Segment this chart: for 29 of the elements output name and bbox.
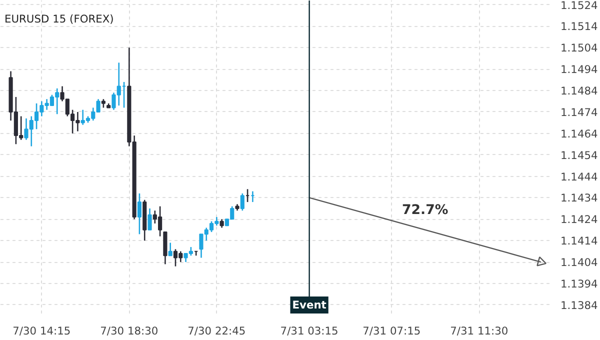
candlestick [148, 208, 152, 231]
y-tick-label: 1.1524 [560, 0, 598, 12]
candlestick [137, 192, 142, 235]
y-tick-label: 1.1494 [560, 63, 598, 76]
x-tick-label: 7/31 03:15 [280, 324, 338, 338]
y-tick-label: 1.1384 [560, 298, 598, 312]
candlestick [168, 242, 172, 256]
y-tick-label: 1.1404 [560, 256, 598, 270]
y-tick-label: 1.1424 [560, 213, 598, 226]
y-tick-label: 1.1484 [560, 84, 598, 98]
y-tick-label: 1.1434 [560, 192, 598, 205]
candlestick [240, 192, 244, 212]
ref-line-label: Event [292, 298, 326, 312]
y-tick-label: 1.1394 [560, 277, 598, 290]
text: EURUSD 15 (FOREX) [4, 12, 114, 26]
y-tick-label: 1.1504 [560, 42, 598, 55]
y-tick-label: 1.1414 [560, 234, 598, 248]
y-tick-label: 1.1474 [560, 106, 598, 119]
y-tick-label: 1.1464 [560, 127, 598, 140]
annotation: 72.7% [402, 202, 448, 218]
x-tick-label: 7/31 11:30 [450, 324, 508, 338]
x-tick-label: 7/30 18:30 [100, 324, 158, 338]
x-tick-label: 7/31 07:15 [362, 324, 421, 338]
y-tick-label: 1.1514 [560, 20, 598, 34]
x-tick-label: 7/30 14:15 [12, 324, 71, 338]
y-tick-label: 1.1454 [560, 148, 598, 162]
candlestick [163, 231, 168, 265]
y-tick-label: 1.1444 [560, 170, 598, 184]
x-tick-label: 7/30 22:45 [188, 324, 246, 338]
